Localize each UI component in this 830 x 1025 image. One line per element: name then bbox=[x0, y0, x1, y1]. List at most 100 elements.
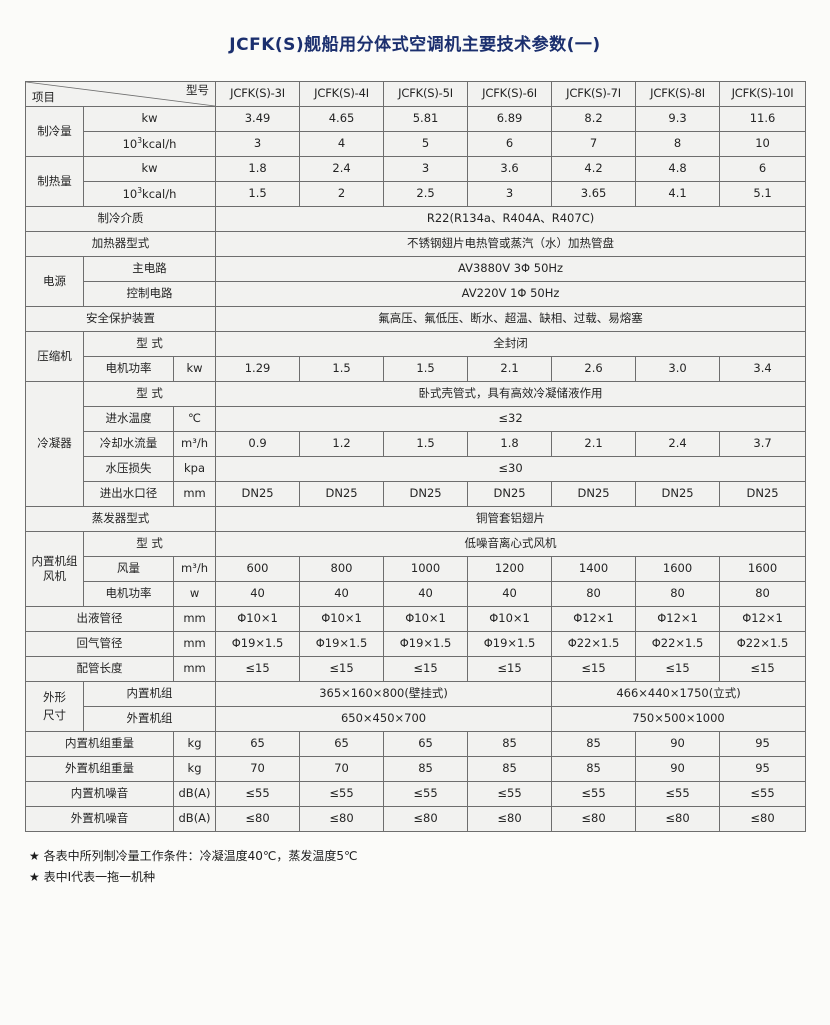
dimension-label-line2: 尺寸 bbox=[43, 707, 66, 722]
cell-cooling-kcal-6: 8 bbox=[635, 131, 721, 157]
value-water-pressure-loss: ≤30 bbox=[215, 456, 807, 482]
value-heater-type: 不锈钢翅片电热管或蒸汽（水）加热管盘 bbox=[215, 231, 807, 257]
cell-water-flow-2: 1.2 bbox=[299, 431, 385, 457]
cell-compressor-motor-4: 2.1 bbox=[467, 356, 553, 382]
value-power-control: AV220V 1Φ 50Hz bbox=[215, 281, 807, 307]
row-inlet-temp: 进水温度 ℃ ≤32 bbox=[26, 406, 807, 432]
cell-outdoor-weight-6: 90 bbox=[635, 756, 721, 782]
row-outdoor-dimension: 外置机组 650×450×700 750×500×1000 bbox=[26, 706, 807, 732]
unit-indoor-noise: dB(A) bbox=[172, 781, 217, 807]
cell-outdoor-noise-7: ≤80 bbox=[719, 806, 807, 832]
cell-gas-pipe-4: Φ19×1.5 bbox=[467, 631, 553, 657]
value-condenser-type: 卧式壳管式，具有高效冷凝储液作用 bbox=[215, 381, 807, 407]
row-cooling-kw: 制冷量 kw 3.49 4.65 5.81 6.89 8.2 9.3 11.6 bbox=[25, 106, 807, 157]
cell-indoor-weight-2: 65 bbox=[299, 731, 385, 757]
cell-liquid-pipe-7: Φ12×1 bbox=[719, 606, 807, 632]
model-header-6: JCFK(S)-8Ⅰ bbox=[635, 81, 721, 107]
cell-outdoor-weight-4: 85 bbox=[467, 756, 553, 782]
cell-cooling-kcal-5: 7 bbox=[551, 131, 637, 157]
cell-heating-kw-2: 2.4 bbox=[299, 156, 385, 182]
unit-heating-kw: kw bbox=[82, 156, 217, 182]
unit-fan-motor-power: w bbox=[172, 581, 217, 607]
label-indoor-unit-dimension: 内置机组 bbox=[82, 681, 217, 707]
row-power-control: 控制电路 AV220V 1Φ 50Hz bbox=[26, 281, 807, 307]
cell-heating-kcal-7: 5.1 bbox=[719, 181, 807, 207]
value-refrigerant: R22(R134a、R404A、R407C) bbox=[215, 206, 807, 232]
value-compressor-type: 全封闭 bbox=[215, 331, 807, 357]
model-header-5: JCFK(S)-7Ⅰ bbox=[551, 81, 637, 107]
cell-heating-kw-3: 3 bbox=[383, 156, 469, 182]
cell-liquid-pipe-4: Φ10×1 bbox=[467, 606, 553, 632]
label-compressor-type: 型 式 bbox=[82, 331, 217, 357]
cell-gas-pipe-7: Φ22×1.5 bbox=[719, 631, 807, 657]
cell-outdoor-weight-3: 85 bbox=[383, 756, 469, 782]
label-power-main: 主电路 bbox=[82, 256, 217, 282]
cell-cooling-kw-4: 6.89 bbox=[467, 106, 553, 132]
cell-cooling-kw-3: 5.81 bbox=[383, 106, 469, 132]
cell-heating-kw-7: 6 bbox=[719, 156, 807, 182]
row-heater-type: 加热器型式 不锈钢翅片电热管或蒸汽（水）加热管盘 bbox=[24, 231, 807, 257]
cell-indoor-weight-3: 65 bbox=[383, 731, 469, 757]
cell-heating-kcal-6: 4.1 bbox=[635, 181, 721, 207]
cell-pipe-length-7: ≤15 bbox=[719, 656, 807, 682]
group-power-supply: 电源 bbox=[25, 256, 84, 307]
cell-compressor-motor-5: 2.6 bbox=[551, 356, 637, 382]
cell-fan-motor-1: 40 bbox=[215, 581, 301, 607]
page-title: JCFK(S)舰船用分体式空调机主要技术参数(一) bbox=[229, 35, 601, 55]
cell-pipe-length-1: ≤15 bbox=[215, 656, 301, 682]
cell-water-port-1: DN25 bbox=[215, 481, 301, 507]
cell-cooling-kw-5: 8.2 bbox=[551, 106, 637, 132]
cell-water-port-7: DN25 bbox=[719, 481, 807, 507]
cell-outdoor-noise-2: ≤80 bbox=[299, 806, 385, 832]
row-compressor-motor: 电机功率 kw 1.29 1.5 1.5 2.1 2.6 3.0 3.4 bbox=[26, 356, 807, 382]
cell-indoor-noise-4: ≤55 bbox=[467, 781, 553, 807]
unit-liquid-pipe-diameter: mm bbox=[172, 606, 217, 632]
cell-water-port-4: DN25 bbox=[467, 481, 553, 507]
cell-heating-kcal-2: 2 bbox=[299, 181, 385, 207]
cell-air-volume-7: 1600 bbox=[719, 556, 807, 582]
row-liquid-pipe-diameter: 出液管径 mm Φ10×1 Φ10×1 Φ10×1 Φ10×1 Φ12×1 Φ1… bbox=[25, 606, 807, 632]
cell-liquid-pipe-2: Φ10×1 bbox=[299, 606, 385, 632]
cell-air-volume-5: 1400 bbox=[551, 556, 637, 582]
cell-indoor-weight-1: 65 bbox=[215, 731, 301, 757]
unit-cooling-kw: kw bbox=[82, 106, 217, 132]
cell-outdoor-noise-1: ≤80 bbox=[215, 806, 301, 832]
cell-water-flow-1: 0.9 bbox=[215, 431, 301, 457]
cell-indoor-noise-1: ≤55 bbox=[215, 781, 301, 807]
cell-compressor-motor-7: 3.4 bbox=[719, 356, 807, 382]
row-water-pressure-loss: 水压损失 kpa ≤30 bbox=[26, 456, 807, 482]
cell-water-flow-6: 2.4 bbox=[635, 431, 721, 457]
row-fan-type: 内置机组风机 型 式 低噪音离心式风机 bbox=[25, 531, 807, 607]
cell-outdoor-noise-4: ≤80 bbox=[467, 806, 553, 832]
row-pipe-length: 配管长度 mm ≤15 ≤15 ≤15 ≤15 ≤15 ≤15 ≤15 bbox=[25, 656, 807, 682]
cell-pipe-length-2: ≤15 bbox=[299, 656, 385, 682]
cell-liquid-pipe-1: Φ10×1 bbox=[215, 606, 301, 632]
cell-heating-kw-1: 1.8 bbox=[215, 156, 301, 182]
row-condenser-type: 冷凝器 型 式 卧式壳管式，具有高效冷凝储液作用 bbox=[25, 381, 807, 507]
cell-compressor-motor-2: 1.5 bbox=[299, 356, 385, 382]
cell-air-volume-1: 600 bbox=[215, 556, 301, 582]
row-compressor-type: 压缩机 型 式 全封闭 bbox=[25, 331, 807, 382]
unit-water-pressure-loss: kpa bbox=[172, 456, 217, 482]
value-inlet-temp: ≤32 bbox=[215, 406, 807, 432]
cell-fan-motor-6: 80 bbox=[635, 581, 721, 607]
unit-water-port-diameter: mm bbox=[172, 481, 217, 507]
label-refrigerant: 制冷介质 bbox=[24, 206, 217, 232]
cell-heating-kw-6: 4.8 bbox=[635, 156, 721, 182]
footnote-1: ★ 各表中所列制冷量工作条件：冷凝温度40℃，蒸发温度5℃ bbox=[29, 849, 358, 863]
unit-water-flow: m³/h bbox=[172, 431, 217, 457]
cell-air-volume-4: 1200 bbox=[467, 556, 553, 582]
cell-fan-motor-3: 40 bbox=[383, 581, 469, 607]
label-pipe-length: 配管长度 bbox=[25, 656, 174, 682]
unit-gas-pipe-diameter: mm bbox=[172, 631, 217, 657]
cell-water-flow-3: 1.5 bbox=[383, 431, 469, 457]
cell-cooling-kcal-7: 10 bbox=[719, 131, 807, 157]
cell-compressor-motor-3: 1.5 bbox=[383, 356, 469, 382]
cell-cooling-kw-7: 11.6 bbox=[719, 106, 807, 132]
label-water-pressure-loss: 水压损失 bbox=[83, 456, 174, 482]
label-safety-devices: 安全保护装置 bbox=[24, 306, 217, 332]
model-header-7: JCFK(S)-10Ⅰ bbox=[719, 81, 807, 107]
cell-outdoor-noise-5: ≤80 bbox=[551, 806, 637, 832]
cell-heating-kw-5: 4.2 bbox=[551, 156, 637, 182]
cell-gas-pipe-6: Φ22×1.5 bbox=[635, 631, 721, 657]
